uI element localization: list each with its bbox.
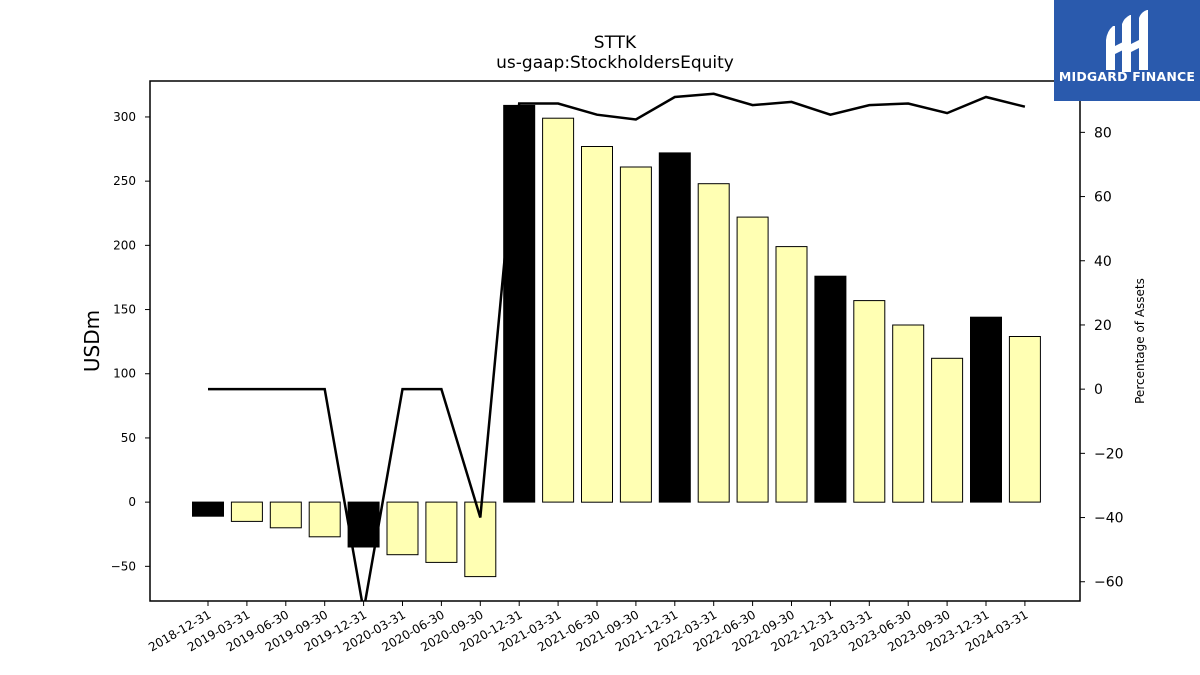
logo-text: MIDGARD FINANCE (1059, 69, 1195, 84)
y-tick-label-left: 250 (113, 174, 136, 188)
y-tick-label-right: 0 (1094, 382, 1103, 398)
y-tick-label-left: −50 (111, 559, 136, 573)
bar-2022-06-30 (736, 216, 769, 503)
bar-2020-12-31 (503, 104, 536, 503)
y-tick-label-right: 60 (1094, 190, 1112, 206)
bar-2023-12-31 (970, 316, 1002, 503)
bar-2020-03-31 (386, 501, 419, 556)
y-axis-label-right: Percentage of Assets (1133, 278, 1147, 404)
percent-of-assets-line (208, 92, 1026, 601)
x-axis: 2018-12-312019-03-312019-06-302019-09-30… (146, 601, 1030, 654)
y-tick-label-left: 300 (113, 110, 136, 124)
bar-2021-09-30 (619, 166, 652, 503)
y-tick-label-right: 80 (1094, 125, 1112, 141)
bar-2021-06-30 (581, 146, 613, 503)
right-axis: −60 −40 −20 0 20 40 60 80 (1080, 125, 1124, 591)
y-axis-label-left: USDm (80, 310, 104, 372)
bar-2023-03-31 (853, 300, 886, 503)
y-tick-label-left: 100 (113, 367, 136, 381)
bar-2019-03-31 (230, 501, 263, 522)
plot-frame (149, 80, 1081, 602)
y-tick-label-right: 20 (1094, 318, 1112, 334)
chart-title: STTK (594, 33, 637, 53)
bar-2019-09-30 (308, 501, 341, 538)
bar-2022-09-30 (775, 246, 808, 503)
bar-2021-03-31 (542, 117, 575, 503)
bar-2023-06-30 (892, 324, 925, 503)
bar-2019-06-30 (269, 501, 302, 529)
bar-2018-12-31 (192, 501, 224, 517)
left-axis: −50 0 50 100 150 200 250 300 (111, 110, 150, 573)
bar-2024-03-31 (1008, 336, 1041, 503)
y-tick-label-left: 150 (113, 303, 136, 317)
midgard-finance-logo: MIDGARD FINANCE (1054, 0, 1200, 101)
y-tick-label-right: −60 (1094, 575, 1124, 591)
bar-2021-12-31 (658, 152, 691, 503)
bar-2023-09-30 (931, 357, 964, 503)
y-tick-label-right: 40 (1094, 254, 1112, 270)
line-layer (208, 92, 1026, 601)
y-tick-label-left: 200 (113, 238, 136, 252)
logo-mark-icon (1106, 10, 1148, 72)
y-tick-label-left: 0 (128, 495, 136, 509)
y-tick-label-left: 50 (121, 431, 136, 445)
bars-layer (192, 104, 1041, 578)
y-tick-label-right: −40 (1094, 511, 1124, 527)
chart-subtitle: us-gaap:StockholdersEquity (496, 53, 734, 73)
bar-2020-06-30 (425, 501, 458, 563)
bar-2019-12-31 (347, 501, 380, 548)
bar-2022-12-31 (814, 275, 847, 503)
y-tick-label-right: −20 (1094, 446, 1124, 462)
bar-2022-03-31 (697, 183, 730, 503)
